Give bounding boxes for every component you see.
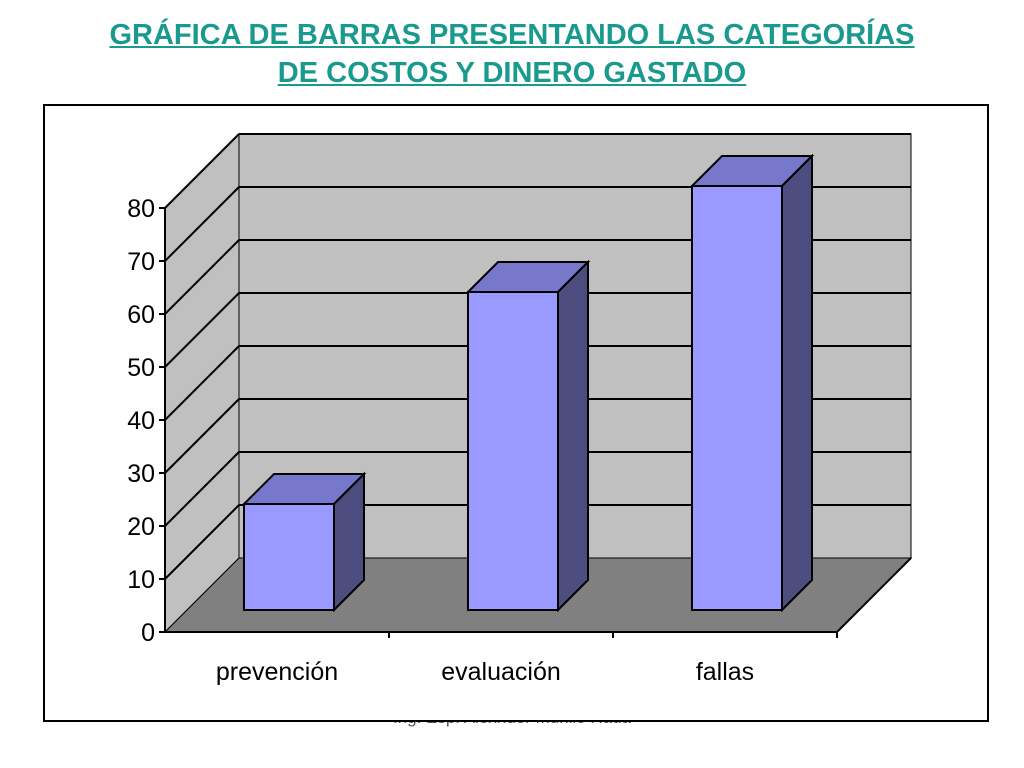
gridline-side [164, 239, 240, 315]
y-tick-label: 80 [127, 195, 155, 223]
chart-title-line-2: DE COSTOS Y DINERO GASTADO [277, 57, 747, 89]
y-tick-label: 20 [127, 513, 155, 541]
chart-title: GRÁFICA DE BARRAS PRESENTANDO LAS CATEGO… [0, 16, 1024, 92]
gridline-side [164, 133, 240, 209]
chart-title-line-1: GRÁFICA DE BARRAS PRESENTANDO LAS CATEGO… [109, 19, 915, 51]
x-category-label: evaluación [441, 658, 561, 686]
bar-side-2 [781, 153, 813, 613]
gridline-side [164, 186, 240, 262]
gridline-side [164, 504, 240, 580]
bar-front-2 [691, 185, 783, 611]
bar-front-1 [467, 291, 559, 611]
y-tick-label: 70 [127, 248, 155, 276]
y-tick-label: 0 [141, 619, 155, 647]
bar-side-1 [557, 259, 589, 613]
y-tick-label: 50 [127, 354, 155, 382]
y-tick-label: 30 [127, 460, 155, 488]
y-tick-label: 40 [127, 407, 155, 435]
gridline-side [164, 451, 240, 527]
gridline-side [164, 398, 240, 474]
gridline-side [164, 292, 240, 368]
bar-front-0 [243, 503, 335, 611]
floor-edge [836, 557, 912, 633]
y-tick-label: 60 [127, 301, 155, 329]
y-tick-label: 10 [127, 566, 155, 594]
y-axis-ticks: 0 10 20 30 40 50 60 70 80 [127, 195, 165, 647]
x-axis-labels: prevención evaluación fallas [216, 632, 838, 686]
x-category-label: fallas [696, 658, 754, 686]
bar-side-0 [333, 471, 365, 613]
bars [241, 153, 815, 613]
x-category-label: prevención [216, 658, 338, 686]
gridline-side [164, 345, 240, 421]
